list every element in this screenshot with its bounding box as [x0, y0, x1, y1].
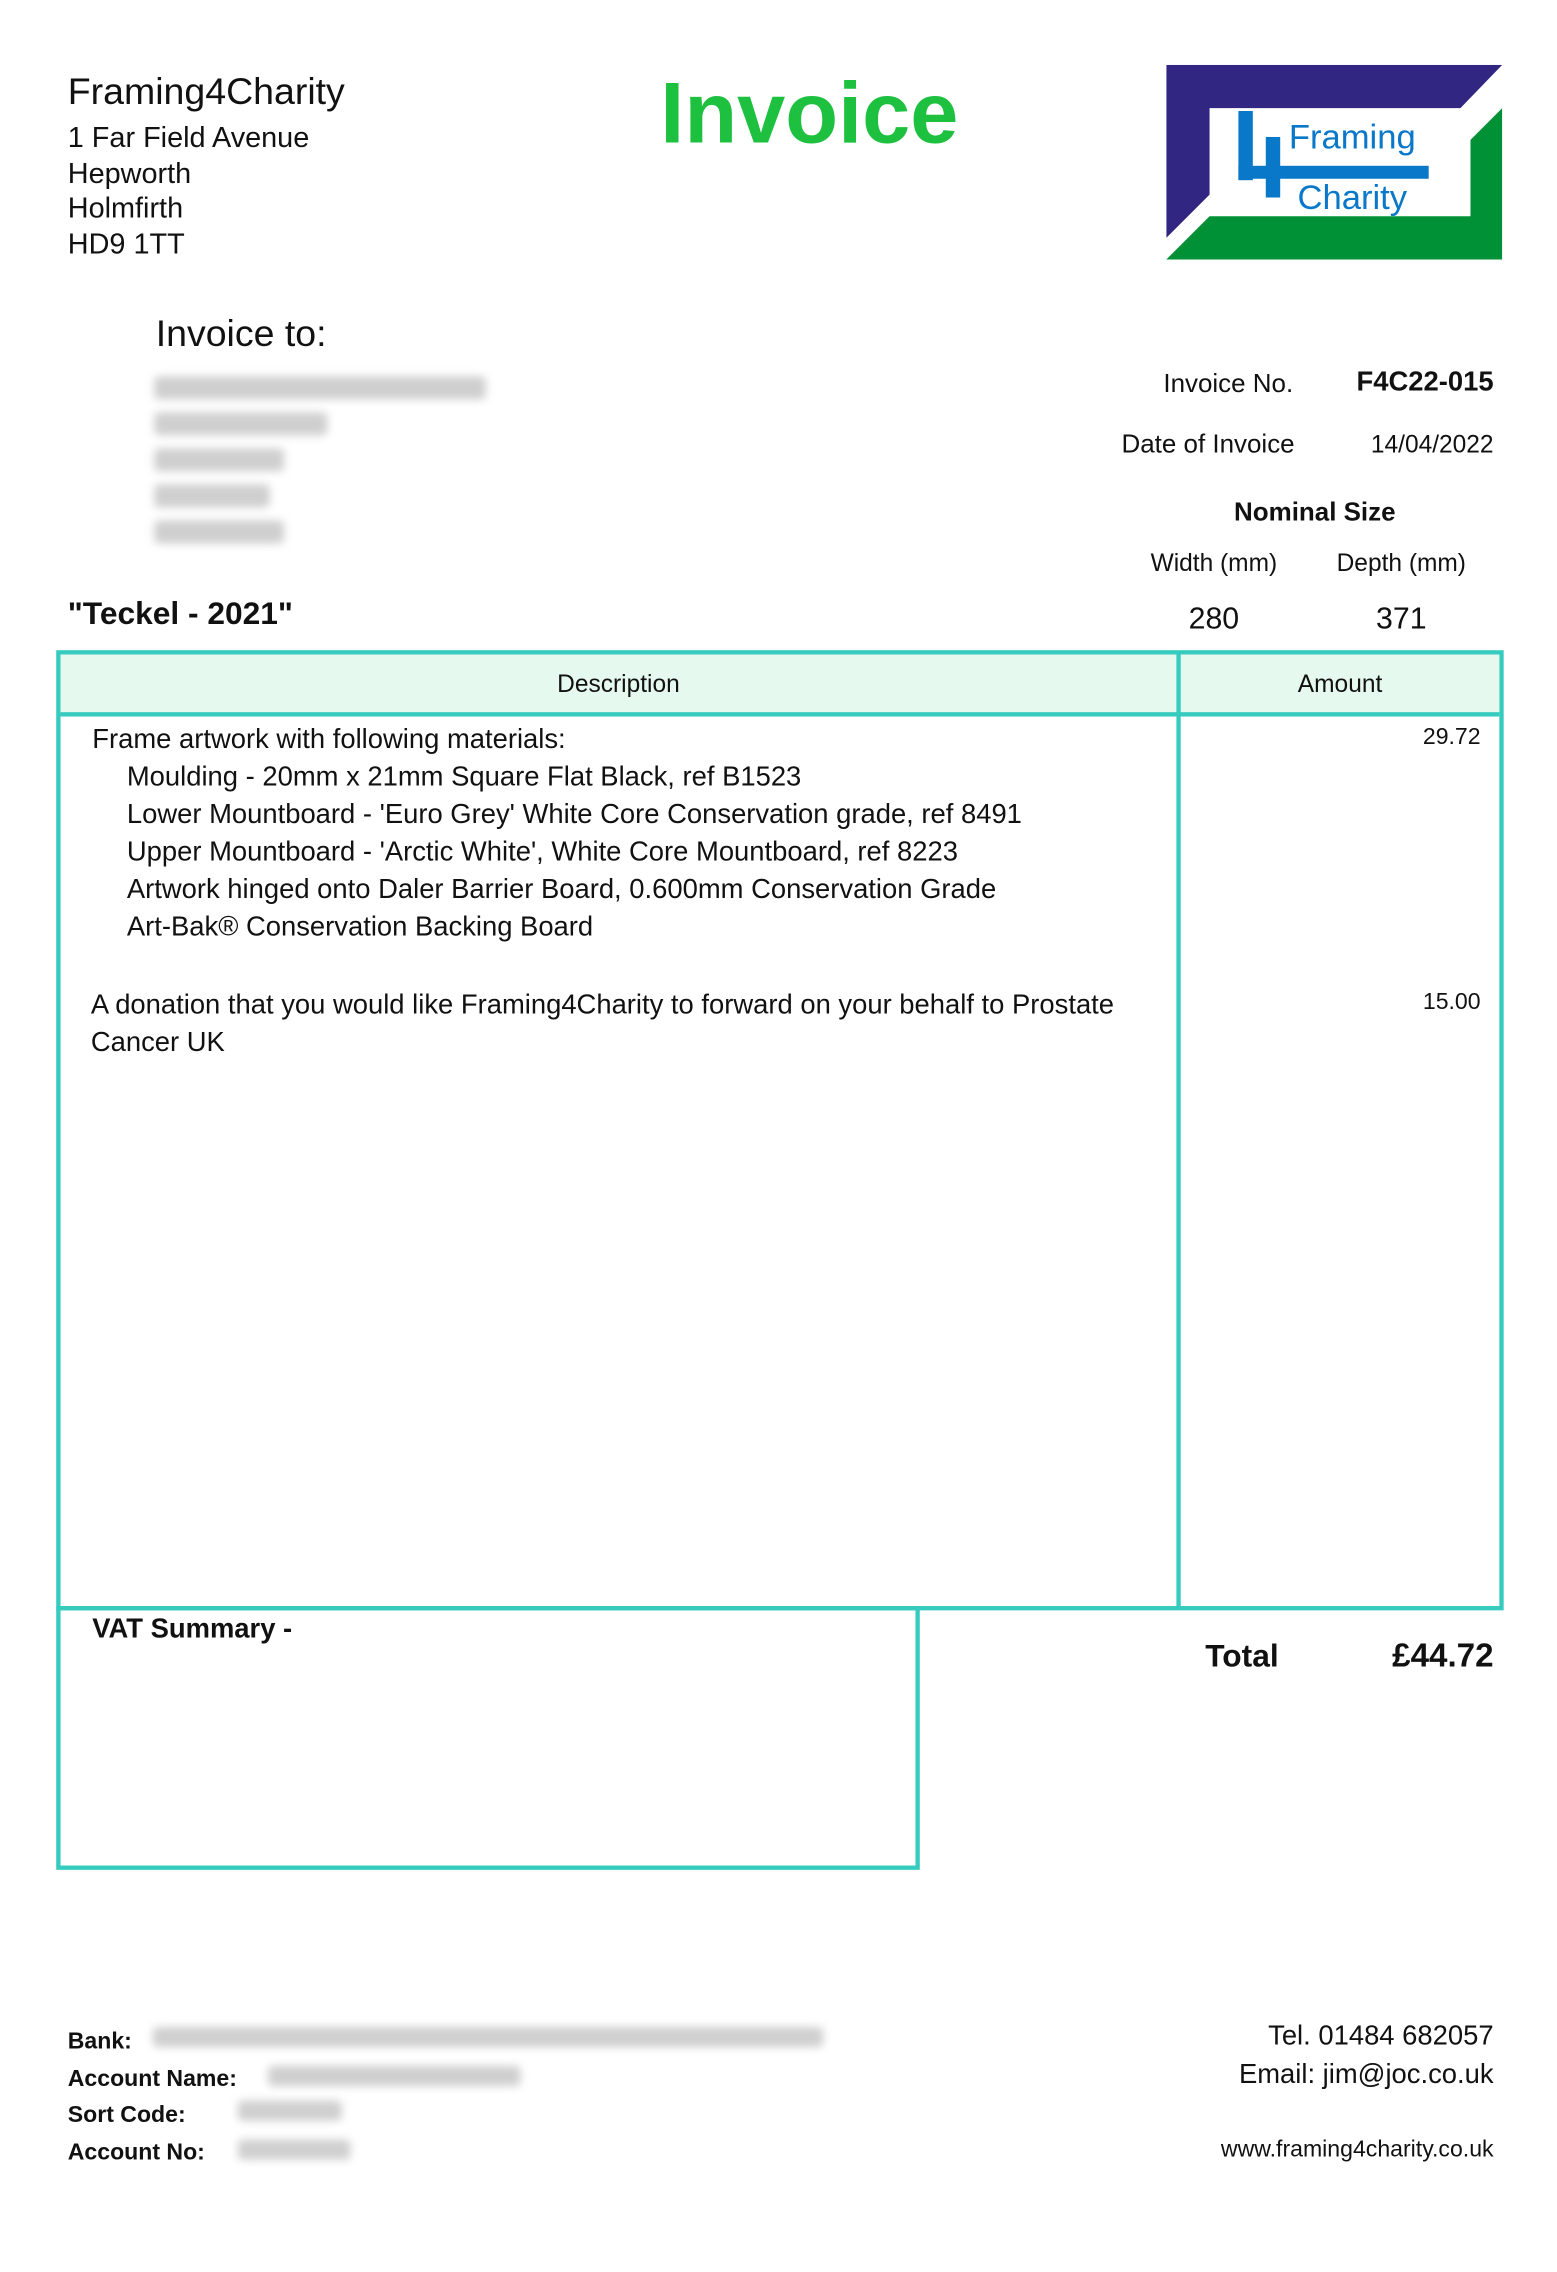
item-amount: 29.72 — [1422, 725, 1481, 750]
item-description: Frame artwork with following materials: — [92, 725, 566, 756]
address-line: Holmfirth — [67, 193, 184, 226]
width-label: Width (mm) — [1150, 549, 1278, 577]
total-label: Total — [1205, 1637, 1279, 1674]
invoice-to-label: Invoice to: — [155, 311, 327, 355]
total-value: £44.72 — [1392, 1636, 1494, 1674]
column-divider — [1176, 654, 1181, 1608]
material-line: Art-Bak® Conservation Backing Board — [126, 912, 594, 943]
vat-summary-box — [56, 1606, 920, 1870]
table-header — [60, 654, 1500, 717]
bank-label: Bank: — [67, 2029, 132, 2055]
artwork-title: "Teckel - 2021" — [67, 595, 293, 632]
material-line: Upper Mountboard - 'Arctic White', White… — [126, 837, 958, 868]
address-line: 1 Far Field Avenue — [67, 122, 310, 155]
depth-value: 371 — [1376, 602, 1427, 636]
account-no-label: Account No: — [67, 2140, 205, 2165]
svg-text:Charity: Charity — [1298, 179, 1408, 217]
address-line: Hepworth — [67, 158, 192, 190]
table-row: Frame artwork with following materials: … — [92, 722, 1022, 947]
material-line: Artwork hinged onto Daler Barrier Board,… — [126, 875, 997, 906]
invoice-number: F4C22-015 — [1356, 367, 1494, 398]
invoice-number-label: Invoice No. — [1163, 369, 1294, 398]
telephone: Tel. 01484 682057 — [1268, 2021, 1494, 2052]
width-value: 280 — [1188, 602, 1240, 636]
material-line: Lower Mountboard - 'Euro Grey' White Cor… — [126, 800, 1022, 831]
company-address: 1 Far Field Avenue Hepworth Holmfirth HD… — [68, 121, 310, 263]
invoice-date: 14/04/2022 — [1370, 431, 1494, 459]
table-row: A donation that you would like Framing4C… — [91, 988, 1114, 1063]
svg-text:Framing: Framing — [1289, 118, 1416, 156]
framing4charity-logo: Framing Charity — [1166, 64, 1503, 260]
nominal-size-label: Nominal Size — [1234, 497, 1396, 527]
item-description: Cancer UK — [90, 1027, 225, 1059]
sort-code-label: Sort Code: — [67, 2103, 186, 2128]
amount-header: Amount — [1297, 670, 1383, 698]
vat-summary-label: VAT Summary - — [92, 1614, 293, 1645]
company-name: Framing4Charity — [67, 69, 345, 113]
email-link[interactable]: Email: jim@joc.co.uk — [1238, 2060, 1494, 2091]
depth-label: Depth (mm) — [1336, 549, 1466, 577]
address-line: HD9 1TT — [67, 229, 185, 262]
item-amount: 15.00 — [1422, 990, 1481, 1015]
material-line: Moulding - 20mm x 21mm Square Flat Black… — [126, 762, 802, 793]
account-name-label: Account Name: — [67, 2066, 237, 2092]
website-link[interactable]: www.framing4charity.co.uk — [1220, 2137, 1494, 2163]
description-header: Description — [557, 670, 680, 698]
page-title: Invoice — [660, 64, 959, 162]
invoice-date-label: Date of Invoice — [1121, 429, 1295, 459]
item-description: A donation that you would like Framing4C… — [90, 990, 1115, 1021]
bank-details-labels: Bank: Account Name: Sort Code: Account N… — [68, 2024, 237, 2171]
